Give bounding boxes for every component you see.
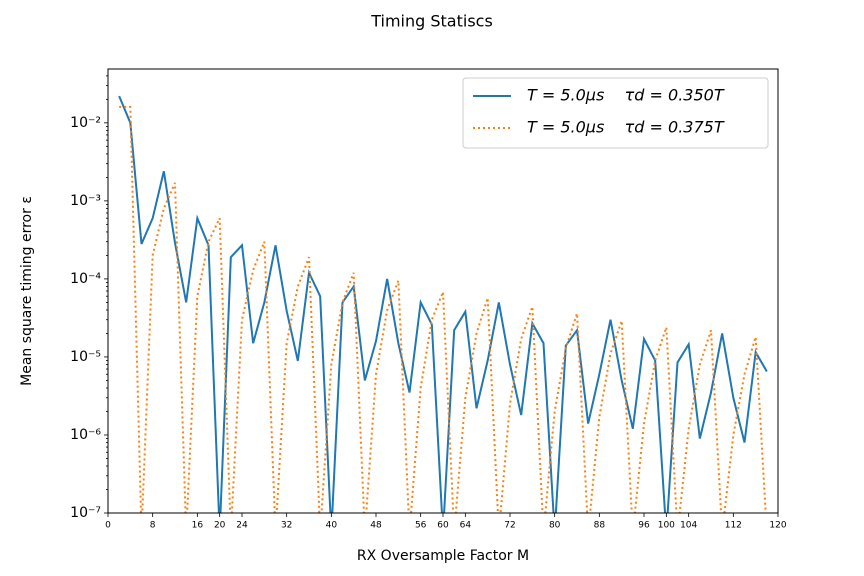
x-tick-label: 32 bbox=[281, 521, 292, 531]
plot-area bbox=[118, 95, 768, 513]
x-tick-label: 40 bbox=[326, 521, 338, 531]
chart-title: Timing Statiscs bbox=[370, 12, 493, 31]
legend-label: T = 5.0μs τd = 0.375T bbox=[527, 118, 725, 137]
x-tick-label: 80 bbox=[549, 521, 561, 531]
series-line bbox=[119, 105, 767, 513]
y-tick-label: 10⁻³ bbox=[70, 193, 101, 209]
x-tick-label: 104 bbox=[680, 521, 697, 531]
x-tick-label: 48 bbox=[370, 521, 382, 531]
x-tick-label: 0 bbox=[105, 521, 111, 531]
x-axis-label: RX Oversample Factor M bbox=[357, 548, 529, 564]
x-tick-label: 8 bbox=[150, 521, 156, 531]
x-tick-label: 88 bbox=[594, 521, 606, 531]
series-line bbox=[118, 95, 768, 513]
x-tick-label: 72 bbox=[504, 521, 515, 531]
legend-box bbox=[462, 77, 769, 149]
x-tick-label: 100 bbox=[658, 521, 675, 531]
x-tick-label: 24 bbox=[236, 521, 248, 531]
y-tick-label: 10⁻⁴ bbox=[70, 271, 101, 287]
plot-frame bbox=[107, 68, 779, 514]
y-tick-label: 10⁻⁶ bbox=[70, 427, 101, 443]
x-tick-label: 64 bbox=[460, 521, 472, 531]
y-tick-label: 10⁻⁷ bbox=[70, 505, 101, 521]
y-tick-label: 10⁻⁵ bbox=[70, 349, 101, 365]
x-tick-label: 16 bbox=[192, 521, 204, 531]
x-tick-label: 96 bbox=[638, 521, 650, 531]
x-tick-label: 120 bbox=[769, 521, 786, 531]
y-axis-label: Mean square timing error ε bbox=[19, 196, 35, 386]
x-tick-label: 56 bbox=[415, 521, 427, 531]
legend-label: T = 5.0μs τd = 0.350T bbox=[527, 86, 725, 105]
x-tick-label: 20 bbox=[214, 521, 226, 531]
x-tick-label: 112 bbox=[725, 521, 742, 531]
y-tick-label: 10⁻² bbox=[70, 115, 101, 131]
x-tick-label: 60 bbox=[437, 521, 449, 531]
